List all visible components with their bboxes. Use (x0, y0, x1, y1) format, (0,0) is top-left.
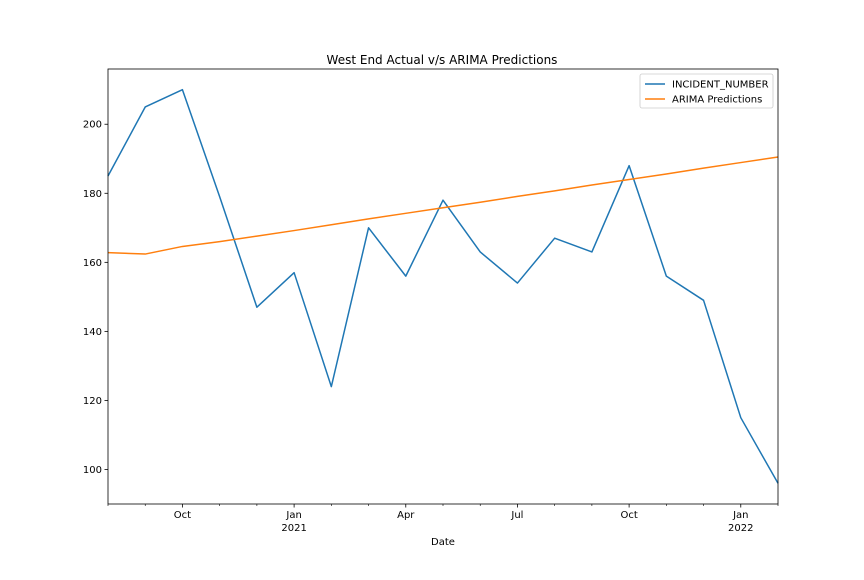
plot-frame (107, 68, 779, 505)
legend-box (639, 73, 774, 109)
y-tick-label: 100 (83, 465, 102, 476)
x-tick-label: Jan (285, 510, 301, 521)
y-axis-ticks: 100 120 140 160 180 200 (83, 120, 108, 476)
x-axis-ticks: Oct Jan 2021 Apr Jul Oct Jan 2022 (107, 504, 779, 534)
x-axis-label: Date (431, 537, 455, 548)
y-tick-label: 180 (83, 189, 102, 200)
x-tick-label: Oct (174, 510, 191, 521)
x-tick-label: Oct (620, 510, 637, 521)
series-line (107, 156, 779, 255)
x-tick-label: Apr (397, 510, 415, 521)
series-layer (107, 88, 779, 484)
y-tick-label: 160 (83, 258, 102, 269)
legend-label: ARIMA Predictions (672, 95, 762, 106)
y-tick-label: 140 (83, 327, 102, 338)
x-tick-year-label: 2022 (728, 523, 753, 534)
y-tick-label: 120 (83, 396, 102, 407)
x-tick-label: Jul (510, 510, 523, 521)
series-line (107, 88, 779, 484)
legend: INCIDENT_NUMBER ARIMA Predictions (639, 73, 774, 109)
chart-title: West End Actual v/s ARIMA Predictions (327, 53, 558, 67)
x-tick-label: Jan (732, 510, 748, 521)
y-tick-label: 200 (83, 120, 102, 131)
x-tick-year-label: 2021 (281, 523, 306, 534)
legend-label: INCIDENT_NUMBER (672, 80, 769, 91)
